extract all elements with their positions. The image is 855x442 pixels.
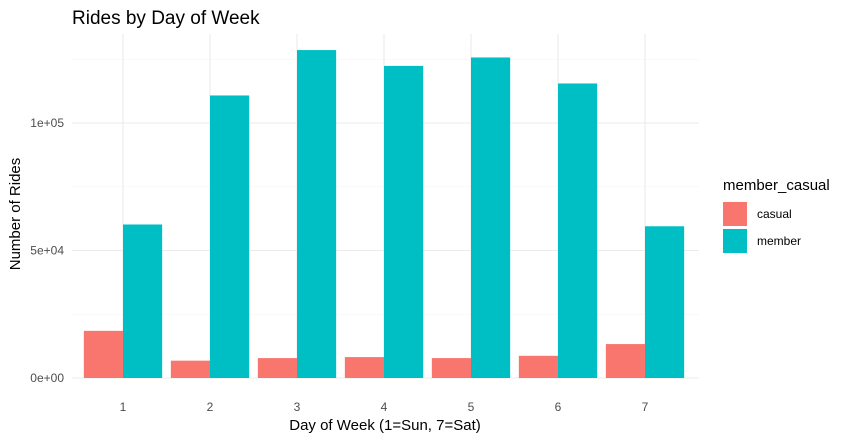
legend-label-casual: casual: [757, 207, 792, 221]
bar-member-day-6: [558, 83, 598, 378]
x-tick-label: 3: [294, 400, 301, 414]
bar-member-day-4: [384, 65, 424, 378]
bar-casual-day-6: [518, 355, 558, 378]
y-tick-label: 0e+00: [30, 371, 64, 385]
bar-casual-day-1: [83, 330, 123, 378]
bar-casual-day-5: [431, 358, 471, 378]
legend-title: member_casual: [723, 177, 830, 194]
x-axis-title: Day of Week (1=Sun, 7=Sat): [289, 417, 481, 434]
bars: [83, 50, 685, 379]
y-axis-title: Number of Rides: [7, 158, 24, 271]
x-tick-label: 2: [207, 400, 214, 414]
legend: member_casual casual member: [723, 177, 830, 253]
bar-casual-day-2: [170, 360, 210, 378]
chart-title: Rides by Day of Week: [72, 8, 260, 29]
bar-member-day-2: [210, 95, 250, 379]
bar-member-day-1: [123, 224, 163, 378]
x-tick-label: 4: [381, 400, 388, 414]
y-axis-ticks: 0e+00 5e+04 1e+05: [30, 116, 64, 385]
y-tick-label: 5e+04: [30, 244, 64, 258]
legend-label-member: member: [757, 234, 801, 248]
bar-casual-day-3: [257, 358, 297, 378]
x-tick-label: 1: [120, 400, 127, 414]
bar-casual-day-4: [344, 357, 384, 378]
bar-member-day-3: [297, 50, 337, 378]
bar-casual-day-7: [605, 344, 645, 378]
bar-member-day-5: [471, 57, 511, 379]
x-tick-label: 5: [468, 400, 475, 414]
bar-member-day-7: [645, 226, 685, 378]
x-tick-label: 6: [555, 400, 562, 414]
x-axis-ticks: 1 2 3 4 5 6 7: [120, 400, 649, 414]
x-tick-label: 7: [642, 400, 649, 414]
legend-key-member: [723, 229, 747, 253]
y-tick-label: 1e+05: [30, 116, 64, 130]
legend-key-casual: [723, 202, 747, 226]
